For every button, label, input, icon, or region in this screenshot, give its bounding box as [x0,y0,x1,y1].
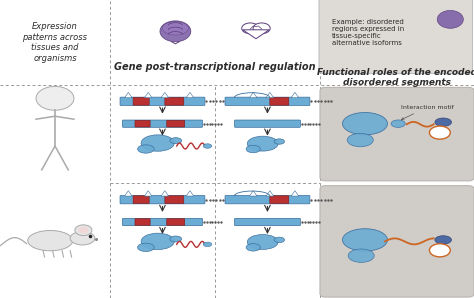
FancyBboxPatch shape [165,97,184,105]
Ellipse shape [162,22,188,35]
FancyBboxPatch shape [120,97,205,105]
Ellipse shape [274,237,284,243]
Ellipse shape [170,138,182,144]
Circle shape [75,225,92,235]
Polygon shape [186,92,194,98]
FancyBboxPatch shape [120,195,205,204]
Ellipse shape [70,232,95,245]
FancyBboxPatch shape [225,195,310,204]
Ellipse shape [247,136,278,151]
Text: Gene post-transcriptional regulation: Gene post-transcriptional regulation [114,62,316,72]
Polygon shape [291,191,299,196]
Circle shape [429,244,450,257]
Polygon shape [243,30,269,39]
Circle shape [242,23,259,34]
Ellipse shape [203,242,212,247]
FancyBboxPatch shape [122,120,202,127]
Circle shape [253,23,270,34]
FancyBboxPatch shape [165,196,184,204]
Ellipse shape [137,243,154,252]
Circle shape [36,86,74,110]
FancyBboxPatch shape [135,219,150,225]
Ellipse shape [28,231,73,251]
Ellipse shape [348,249,374,263]
Polygon shape [266,92,273,98]
Polygon shape [125,92,132,98]
Text: Interaction motif: Interaction motif [401,105,453,120]
FancyBboxPatch shape [320,87,474,181]
FancyBboxPatch shape [235,218,301,226]
FancyBboxPatch shape [133,97,149,105]
Text: P: P [437,246,443,255]
Ellipse shape [437,10,464,28]
Text: P: P [437,128,443,137]
Ellipse shape [141,233,174,250]
Polygon shape [249,191,257,196]
Ellipse shape [246,244,260,251]
Ellipse shape [246,145,260,153]
Text: Expression
patterns across
tissues and
organisms: Expression patterns across tissues and o… [22,22,88,63]
Ellipse shape [170,236,182,242]
Ellipse shape [342,229,387,251]
Polygon shape [125,191,132,196]
Ellipse shape [342,113,387,135]
Polygon shape [145,92,152,98]
FancyBboxPatch shape [235,120,301,127]
Polygon shape [161,92,169,98]
FancyBboxPatch shape [225,97,310,105]
Ellipse shape [435,236,451,244]
FancyBboxPatch shape [167,219,185,225]
FancyBboxPatch shape [122,218,202,226]
Polygon shape [145,191,152,196]
Ellipse shape [391,120,405,128]
FancyBboxPatch shape [320,186,474,297]
Ellipse shape [203,144,212,148]
Polygon shape [266,191,273,196]
Ellipse shape [247,235,278,249]
Ellipse shape [435,118,451,126]
Polygon shape [186,191,194,196]
Ellipse shape [137,145,154,153]
Text: Example: disordered
regions expressed in
tissue-specific
alternative isoforms: Example: disordered regions expressed in… [332,19,404,46]
FancyBboxPatch shape [270,97,289,105]
Ellipse shape [347,134,374,147]
Ellipse shape [274,139,284,144]
Polygon shape [291,92,299,98]
FancyBboxPatch shape [135,120,150,127]
FancyBboxPatch shape [270,196,289,204]
Ellipse shape [141,135,174,151]
FancyBboxPatch shape [133,196,149,204]
FancyBboxPatch shape [319,0,473,74]
Polygon shape [249,92,257,98]
Circle shape [78,227,89,234]
FancyBboxPatch shape [167,120,185,127]
Ellipse shape [160,21,191,42]
Polygon shape [161,191,169,196]
Text: Functional roles of the encoded
disordered segments: Functional roles of the encoded disorder… [317,68,474,87]
Circle shape [429,126,450,139]
